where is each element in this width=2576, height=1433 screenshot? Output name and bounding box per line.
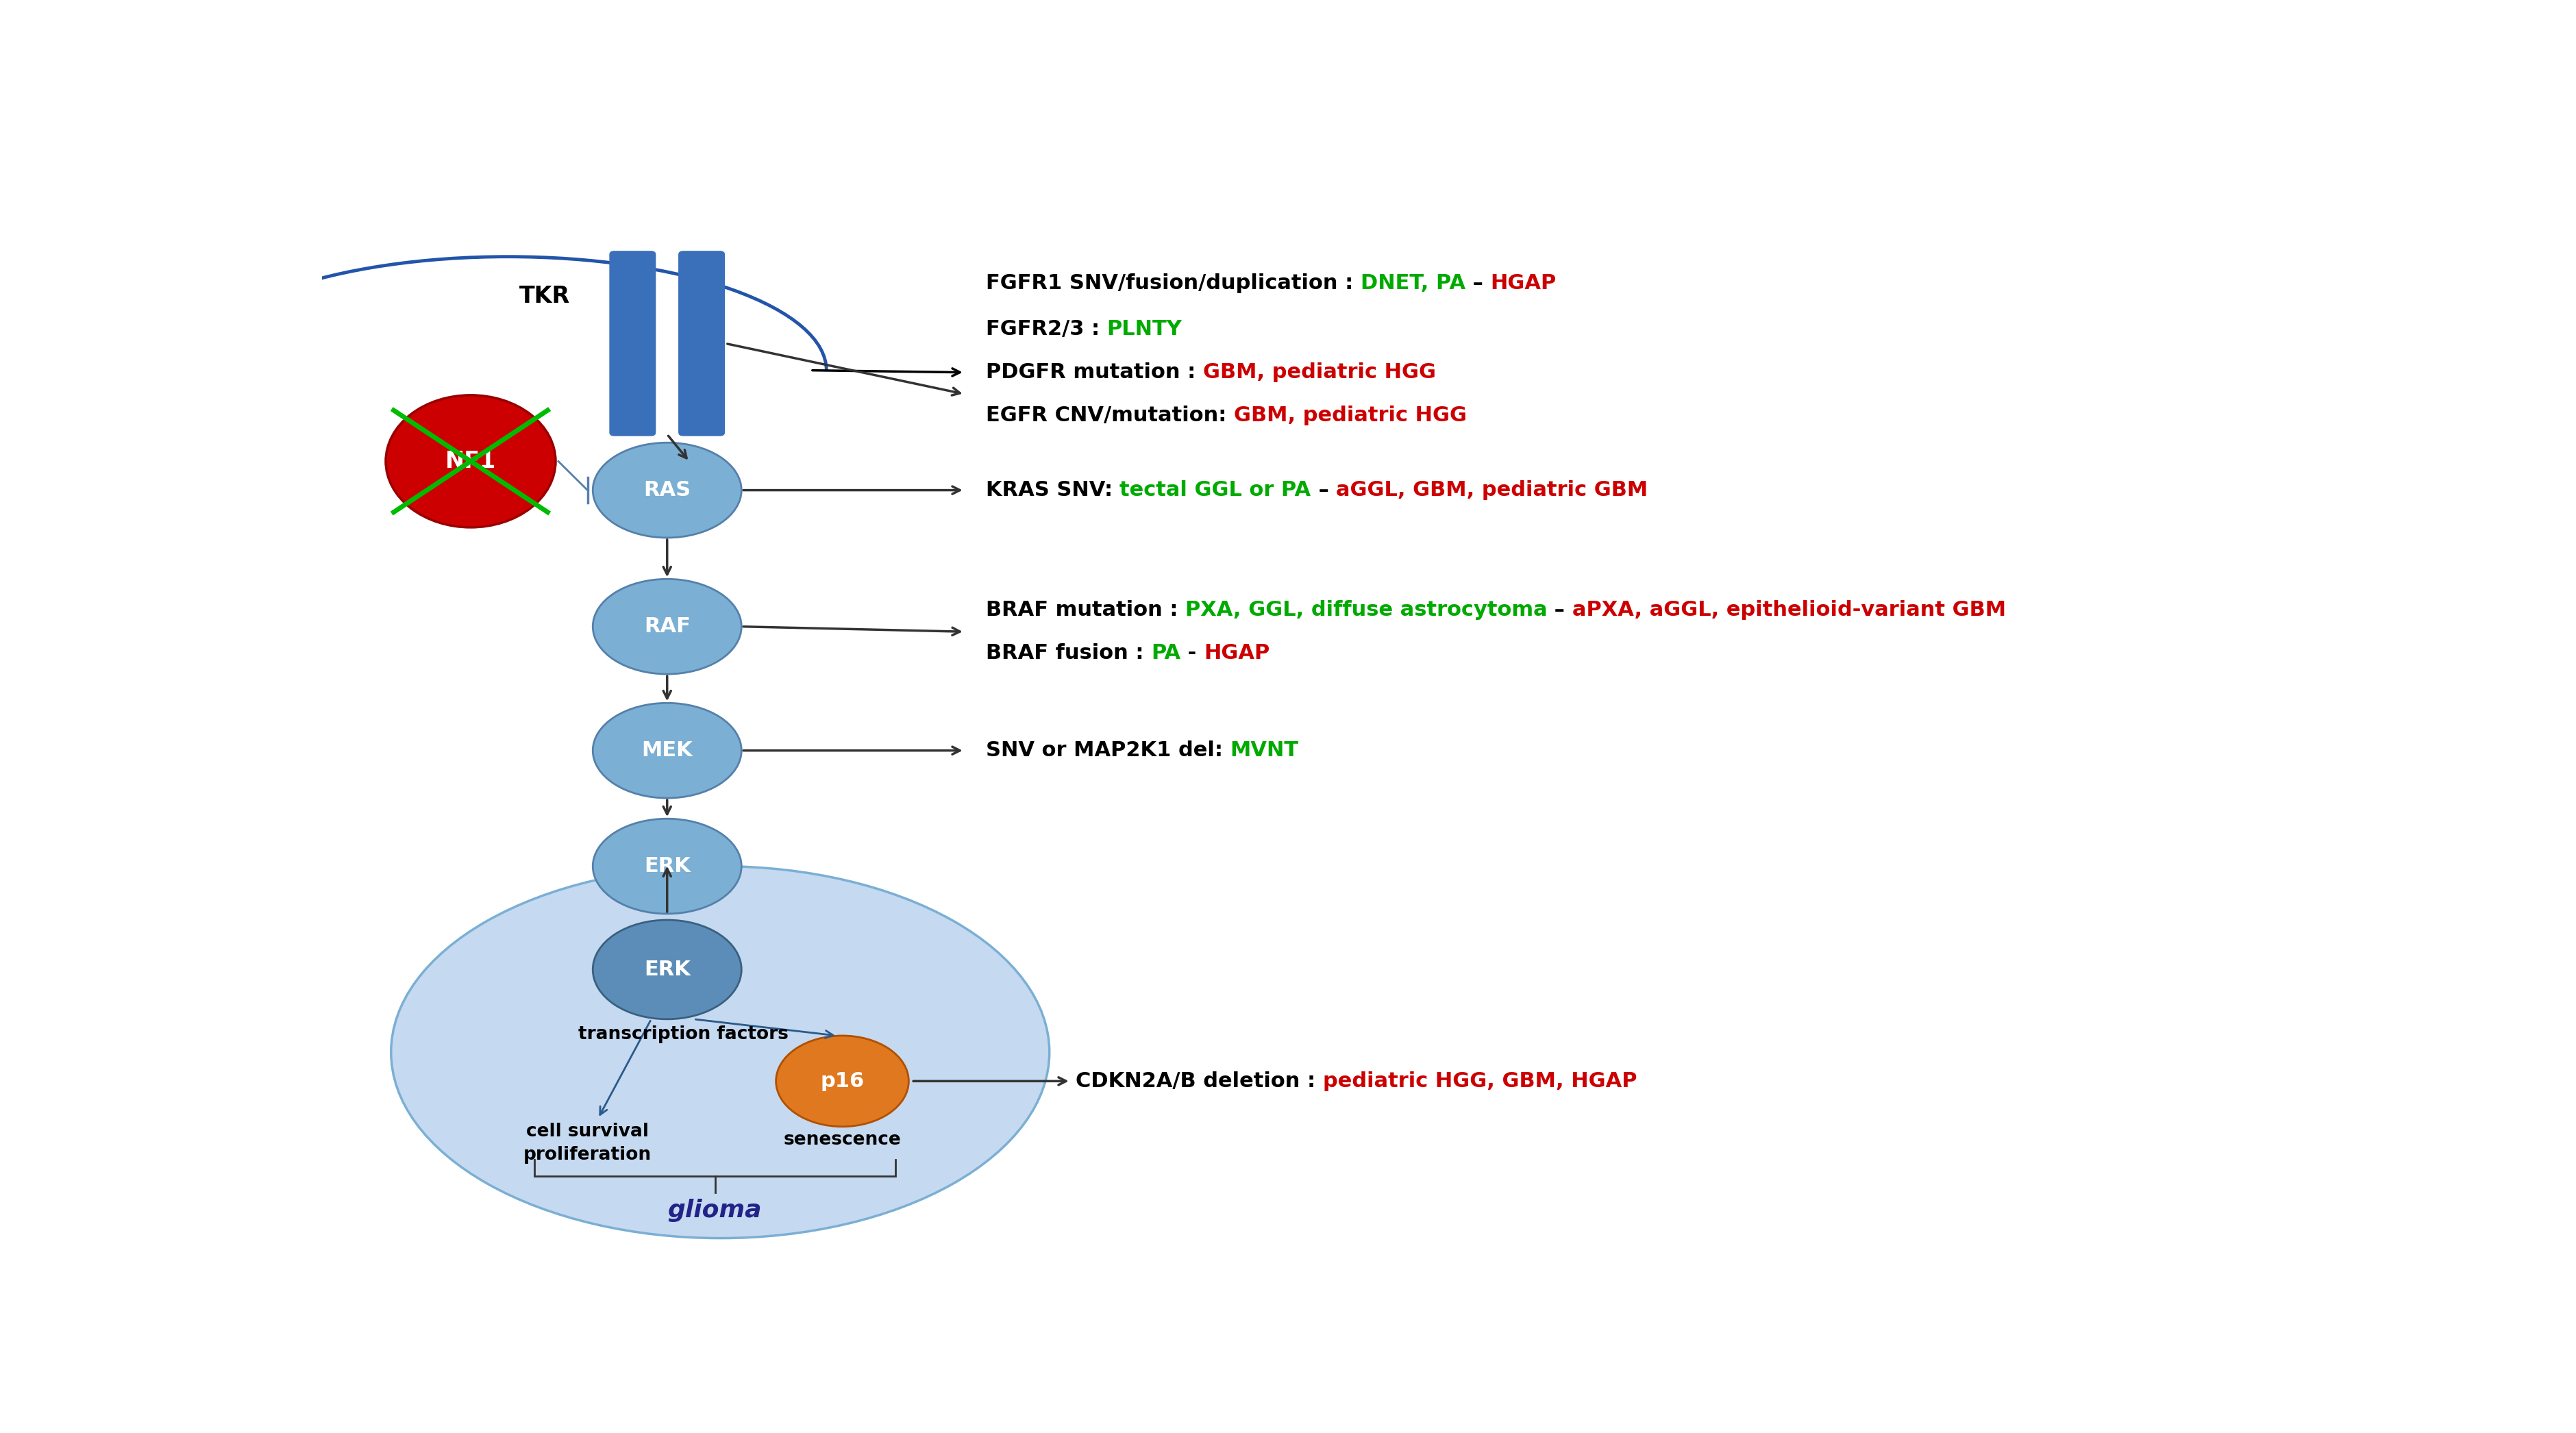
Text: –: – [1548,600,1571,620]
Text: DNET, PA: DNET, PA [1360,274,1466,294]
Text: PLNTY: PLNTY [1108,320,1182,340]
Text: EGFR CNV/mutation:: EGFR CNV/mutation: [987,406,1234,426]
Ellipse shape [592,920,742,1019]
Ellipse shape [592,579,742,674]
Text: senescence: senescence [783,1131,902,1148]
Ellipse shape [392,866,1048,1238]
Text: GBM, pediatric HGG: GBM, pediatric HGG [1234,406,1466,426]
Text: TKR: TKR [520,285,569,307]
Text: tectal GGL or PA: tectal GGL or PA [1121,480,1311,500]
Text: HGAP: HGAP [1203,643,1270,663]
Text: RAF: RAF [644,616,690,636]
Text: aPXA, aGGL, epithelioid-variant GBM: aPXA, aGGL, epithelioid-variant GBM [1571,600,2007,620]
Ellipse shape [592,443,742,537]
Text: MVNT: MVNT [1229,741,1298,761]
Ellipse shape [775,1036,909,1126]
FancyBboxPatch shape [680,251,724,436]
Text: BRAF mutation :: BRAF mutation : [987,600,1185,620]
Text: PXA, GGL, diffuse astrocytoma: PXA, GGL, diffuse astrocytoma [1185,600,1548,620]
Ellipse shape [592,704,742,798]
Text: KRAS SNV:: KRAS SNV: [987,480,1121,500]
Text: FGFR1 SNV/fusion/duplication :: FGFR1 SNV/fusion/duplication : [987,274,1360,294]
Text: ERK: ERK [644,857,690,876]
Text: transcription factors: transcription factors [577,1026,788,1043]
Text: CDKN2A/B deletion :: CDKN2A/B deletion : [1077,1072,1324,1091]
Text: pediatric HGG, GBM, HGAP: pediatric HGG, GBM, HGAP [1324,1072,1638,1091]
Text: MEK: MEK [641,741,693,761]
Text: BRAF fusion :: BRAF fusion : [987,643,1151,663]
Text: NF1: NF1 [446,450,497,473]
Text: ERK: ERK [644,960,690,980]
Text: FGFR2/3 :: FGFR2/3 : [987,320,1108,340]
FancyBboxPatch shape [611,251,654,436]
Text: PA: PA [1151,643,1180,663]
Ellipse shape [386,396,556,527]
Text: aGGL, GBM, pediatric GBM: aGGL, GBM, pediatric GBM [1337,480,1649,500]
Ellipse shape [592,818,742,914]
Text: –: – [1466,274,1492,294]
Text: p16: p16 [819,1072,866,1091]
Text: -: - [1180,643,1203,663]
Text: HGAP: HGAP [1492,274,1556,294]
Text: RAS: RAS [644,480,690,500]
Text: PDGFR mutation :: PDGFR mutation : [987,363,1203,383]
Text: cell survival
proliferation: cell survival proliferation [523,1122,652,1164]
Text: –: – [1311,480,1337,500]
Text: GBM, pediatric HGG: GBM, pediatric HGG [1203,363,1435,383]
Text: SNV or MAP2K1 del:: SNV or MAP2K1 del: [987,741,1229,761]
Text: glioma: glioma [667,1199,762,1222]
